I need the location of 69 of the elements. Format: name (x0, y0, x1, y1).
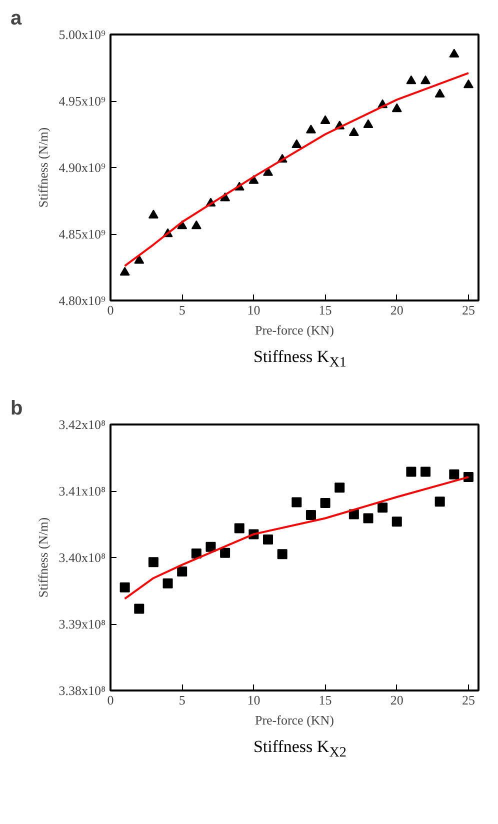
point (277, 549, 288, 560)
text: Stiffness K$_{X1}$ (253, 346, 347, 372)
chart-title: b (10, 398, 23, 420)
point (449, 469, 460, 480)
point (148, 557, 158, 568)
point (292, 139, 302, 148)
point (449, 48, 460, 58)
x-axis-title: Pre-force (KN) (254, 322, 334, 338)
x-tick-label: 20 (390, 692, 404, 708)
point (420, 75, 431, 84)
y-tick-label: 3.40x10⁸ (58, 550, 106, 565)
point (234, 523, 244, 534)
y-axis-title: Stiffness (N/m) (36, 127, 51, 208)
y-tick-label: 5.00x10⁹ (58, 27, 106, 42)
point (134, 604, 144, 614)
point (392, 516, 402, 527)
point (392, 103, 402, 112)
x-tick-label: 15 (318, 692, 332, 708)
y-tick-label: 3.38x10⁸ (58, 683, 106, 698)
point (191, 548, 202, 559)
x-tick-label: 25 (462, 302, 475, 318)
point (120, 266, 130, 276)
point (463, 79, 474, 88)
x-tick-label: 10 (247, 302, 260, 318)
x-tick-label: 10 (247, 692, 260, 708)
point (320, 498, 330, 508)
point (363, 513, 374, 524)
point (434, 496, 445, 507)
point (348, 127, 359, 136)
point (148, 210, 158, 218)
y-tick-label: 4.90x10⁹ (58, 160, 106, 175)
x-tick-label: 25 (462, 692, 475, 708)
point (206, 542, 216, 552)
y-tick-label: 4.95x10⁹ (58, 94, 106, 108)
x-tick-label: 20 (390, 302, 404, 318)
x-tick-label: 0 (107, 692, 114, 708)
point (420, 466, 431, 477)
point (320, 115, 330, 124)
x-tick-label: 15 (318, 302, 332, 318)
point (120, 582, 130, 592)
point (406, 75, 416, 84)
chart-title: a (10, 8, 22, 30)
x-tick-label: 5 (178, 302, 186, 318)
y-tick-label: 4.80x10⁹ (58, 293, 106, 308)
y-axis-title: Stiffness (N/m) (36, 517, 51, 598)
x-tick-label: 5 (178, 692, 186, 708)
point (263, 167, 274, 176)
point (292, 497, 302, 508)
x-axis-title: Pre-force (KN) (254, 712, 334, 728)
point (306, 124, 316, 134)
y-tick-label: 3.41x10⁸ (58, 484, 106, 498)
point (363, 119, 374, 128)
point (191, 220, 202, 230)
text: Stiffness K$_{X2}$ (253, 736, 347, 762)
point (406, 466, 416, 477)
line-series (124, 72, 470, 267)
point (306, 510, 316, 520)
point (434, 88, 445, 98)
y-tick-label: 3.39x10⁸ (58, 616, 106, 632)
y-tick-label: 3.42x10⁸ (58, 417, 106, 432)
point (263, 534, 274, 545)
y-tick-label: 4.85x10⁹ (58, 226, 106, 242)
point (334, 482, 345, 493)
point (220, 548, 230, 558)
point (134, 254, 144, 264)
point (378, 502, 388, 513)
point (177, 566, 188, 576)
x-tick-label: 0 (107, 302, 114, 318)
point (162, 578, 173, 588)
